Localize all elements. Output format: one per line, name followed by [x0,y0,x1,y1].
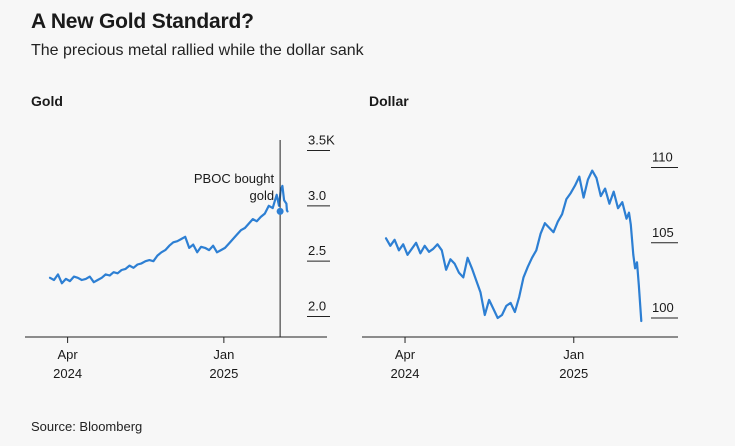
chart-subtitle: The precious metal rallied while the dol… [31,42,364,59]
y-tick-label: 100 [652,300,674,315]
x-tick-label-month: Apr [57,347,78,362]
gold-chart: 3.5K 3.0 2.5 2.0 Apr 2024 Jan 2025 PBOC bought go… [25,133,335,381]
y-tick-label: 2.5 [308,243,326,258]
y-tick-label: 105 [652,225,674,240]
dollar-panel-title: Dollar [369,93,409,109]
chart-title: A New Gold Standard? [31,10,254,33]
x-tick-label-year: 2024 [391,366,420,381]
x-tick-label-year: 2025 [559,366,588,381]
y-tick-label: 3.0 [308,188,326,203]
y-tick-label: 2.0 [308,298,326,313]
gold-panel-title: Gold [31,93,63,109]
x-tick-label-month: Jan [213,347,234,362]
x-tick-label-year: 2025 [209,366,238,381]
y-tick-label: 110 [652,150,673,165]
dollar-chart: 110 105 100 Apr 2024 Jan 2025 [362,150,678,381]
annotation-dot [276,207,284,215]
x-tick-label-month: Apr [395,347,416,362]
x-tick-label-year: 2024 [53,366,82,381]
series-line [384,169,643,323]
y-tick-label: 3.5K [308,133,335,148]
annotation-label: PBOC bought [194,171,275,186]
x-tick-label-month: Jan [563,347,584,362]
annotation-label: gold [250,188,275,203]
series-line [48,184,289,285]
source-note: Source: Bloomberg [31,419,143,434]
